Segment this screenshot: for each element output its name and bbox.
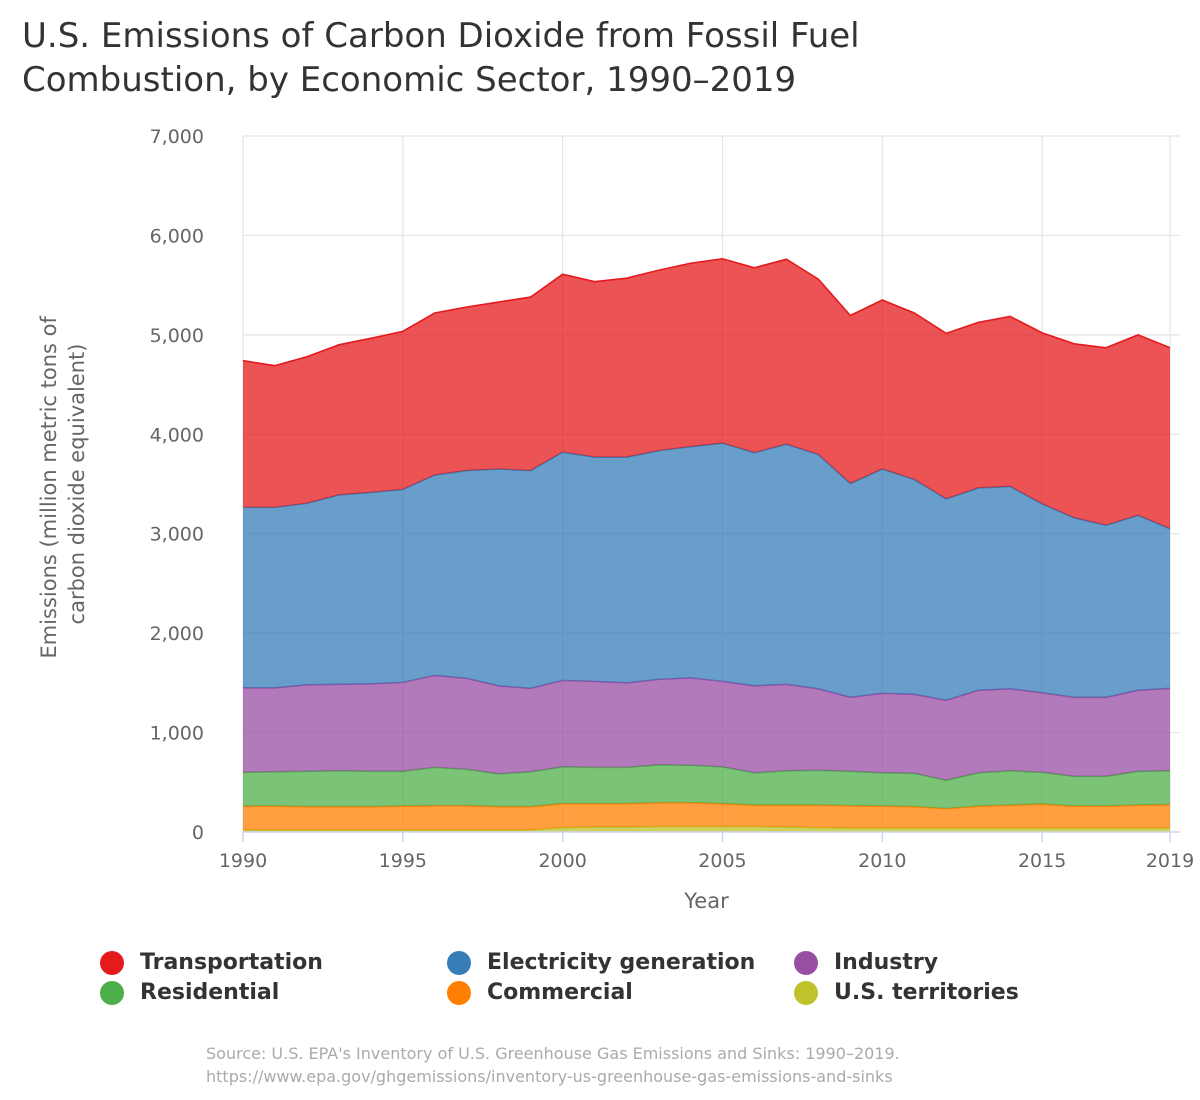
x-tick-label-2005: 2005 [698, 850, 746, 872]
y-tick-labels: 0 1,000 2,000 3,000 4,000 5,000 6,000 7,000 [150, 126, 204, 844]
legend-item-commercial[interactable]: Commercial [447, 980, 633, 1005]
y-axis-title: Emissions (million metric tons of carbon… [37, 309, 89, 658]
y-tick-label-1000: 1,000 [150, 723, 204, 745]
legend-item-transportation[interactable]: Transportation [100, 950, 323, 975]
y-tick-label-3000: 3,000 [150, 524, 204, 546]
legend-swatch-industry [794, 950, 818, 975]
legend-label-us-territories: U.S. territories [834, 980, 1019, 1005]
y-axis-title-line-2: carbon dioxide equivalent) [65, 344, 89, 625]
area-industry[interactable] [243, 675, 1170, 781]
chart-title-line-2: Combustion, by Economic Sector, 1990–201… [22, 60, 797, 100]
x-tick-labels: 1990 1995 2000 2005 2010 2015 2019 [219, 850, 1194, 872]
axes [242, 831, 1180, 842]
legend-swatch-electricity-generation [447, 950, 471, 975]
legend-label-commercial: Commercial [487, 980, 633, 1005]
y-tick-label-6000: 6,000 [150, 225, 204, 247]
x-tick-label-2000: 2000 [538, 850, 586, 872]
chart-title-line-1: U.S. Emissions of Carbon Dioxide from Fo… [22, 16, 860, 56]
series-areas [242, 257, 1171, 832]
x-tick-label-1990: 1990 [219, 850, 267, 872]
source-url[interactable]: https://www.epa.gov/ghgemissions/invento… [206, 1067, 893, 1086]
y-tick-label-0: 0 [192, 822, 204, 844]
legend-label-transportation: Transportation [140, 950, 323, 975]
legend-item-electricity-generation[interactable]: Electricity generation [447, 950, 755, 975]
legend-swatch-residential [100, 980, 124, 1005]
legend-swatch-us-territories [794, 980, 818, 1005]
x-tick-label-2019: 2019 [1146, 850, 1194, 872]
x-tick-label-2015: 2015 [1018, 850, 1066, 872]
area-commercial[interactable] [243, 802, 1170, 831]
y-tick-label-2000: 2,000 [150, 623, 204, 645]
stacked-area-chart: 0 1,000 2,000 3,000 4,000 5,000 6,000 7,000 199… [37, 126, 1194, 913]
legend-label-industry: Industry [834, 950, 939, 975]
area-electricity-generation[interactable] [243, 443, 1170, 701]
area-transportation[interactable] [243, 258, 1170, 529]
legend-item-residential[interactable]: Residential [100, 980, 279, 1005]
source-line-1: Source: U.S. EPA's Inventory of U.S. Gre… [206, 1044, 900, 1063]
legend-item-us-territories[interactable]: U.S. territories [794, 980, 1019, 1005]
legend-swatch-commercial [447, 980, 471, 1005]
x-tick-label-1995: 1995 [379, 850, 427, 872]
area-residential[interactable] [243, 764, 1170, 809]
y-axis-title-line-1: Emissions (million metric tons of [37, 316, 61, 659]
y-tick-label-4000: 4,000 [150, 424, 204, 446]
x-axis-title: Year [683, 889, 729, 913]
legend-label-residential: Residential [140, 980, 280, 1005]
x-tick-label-2010: 2010 [858, 850, 906, 872]
y-tick-label-7000: 7,000 [150, 126, 204, 148]
y-tick-label-5000: 5,000 [150, 325, 204, 347]
line-transportation [242, 257, 1171, 367]
legend-item-industry[interactable]: Industry [794, 950, 938, 975]
chart-title: U.S. Emissions of Carbon Dioxide from Fo… [22, 14, 1122, 102]
source-note: Source: U.S. EPA's Inventory of U.S. Gre… [206, 1042, 900, 1088]
legend-label-electricity-generation: Electricity generation [487, 950, 756, 975]
legend-swatch-transportation [100, 950, 124, 975]
